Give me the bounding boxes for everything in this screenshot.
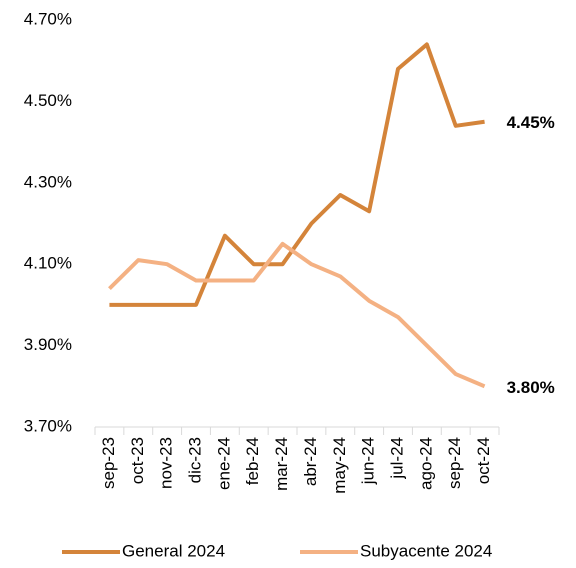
x-tick-label: oct-23 [128, 437, 147, 484]
y-tick-label: 3.70% [24, 416, 72, 435]
x-tick-label: ene-24 [214, 437, 233, 490]
line-series [109, 42, 485, 307]
y-tick-label: 4.70% [24, 9, 72, 28]
y-tick-label: 4.50% [24, 91, 72, 110]
x-tick-label: nov-23 [157, 437, 176, 489]
x-tick-label: feb-24 [243, 437, 262, 485]
y-tick-label: 3.90% [24, 335, 72, 354]
line-series [108, 241, 486, 389]
x-tick-label: jun-24 [359, 437, 378, 485]
x-tick-label: sep-24 [445, 437, 464, 489]
x-tick-label: mar-24 [272, 437, 291, 491]
legend-label: General 2024 [122, 541, 225, 560]
x-tick-label: sep-23 [99, 437, 118, 489]
data-label: 4.45% [507, 113, 555, 132]
y-tick-label: 4.30% [24, 172, 72, 191]
legend-label: Subyacente 2024 [360, 541, 492, 560]
x-tick-label: oct-24 [474, 437, 493, 484]
x-tick-label: abr-24 [301, 437, 320, 486]
x-tick-label: may-24 [330, 437, 349, 494]
data-label: 3.80% [507, 378, 555, 397]
x-tick-label: ago-24 [416, 437, 435, 490]
y-tick-label: 4.10% [24, 254, 72, 273]
x-tick-label: jul-24 [387, 437, 406, 480]
x-tick-label: dic-23 [185, 437, 204, 483]
